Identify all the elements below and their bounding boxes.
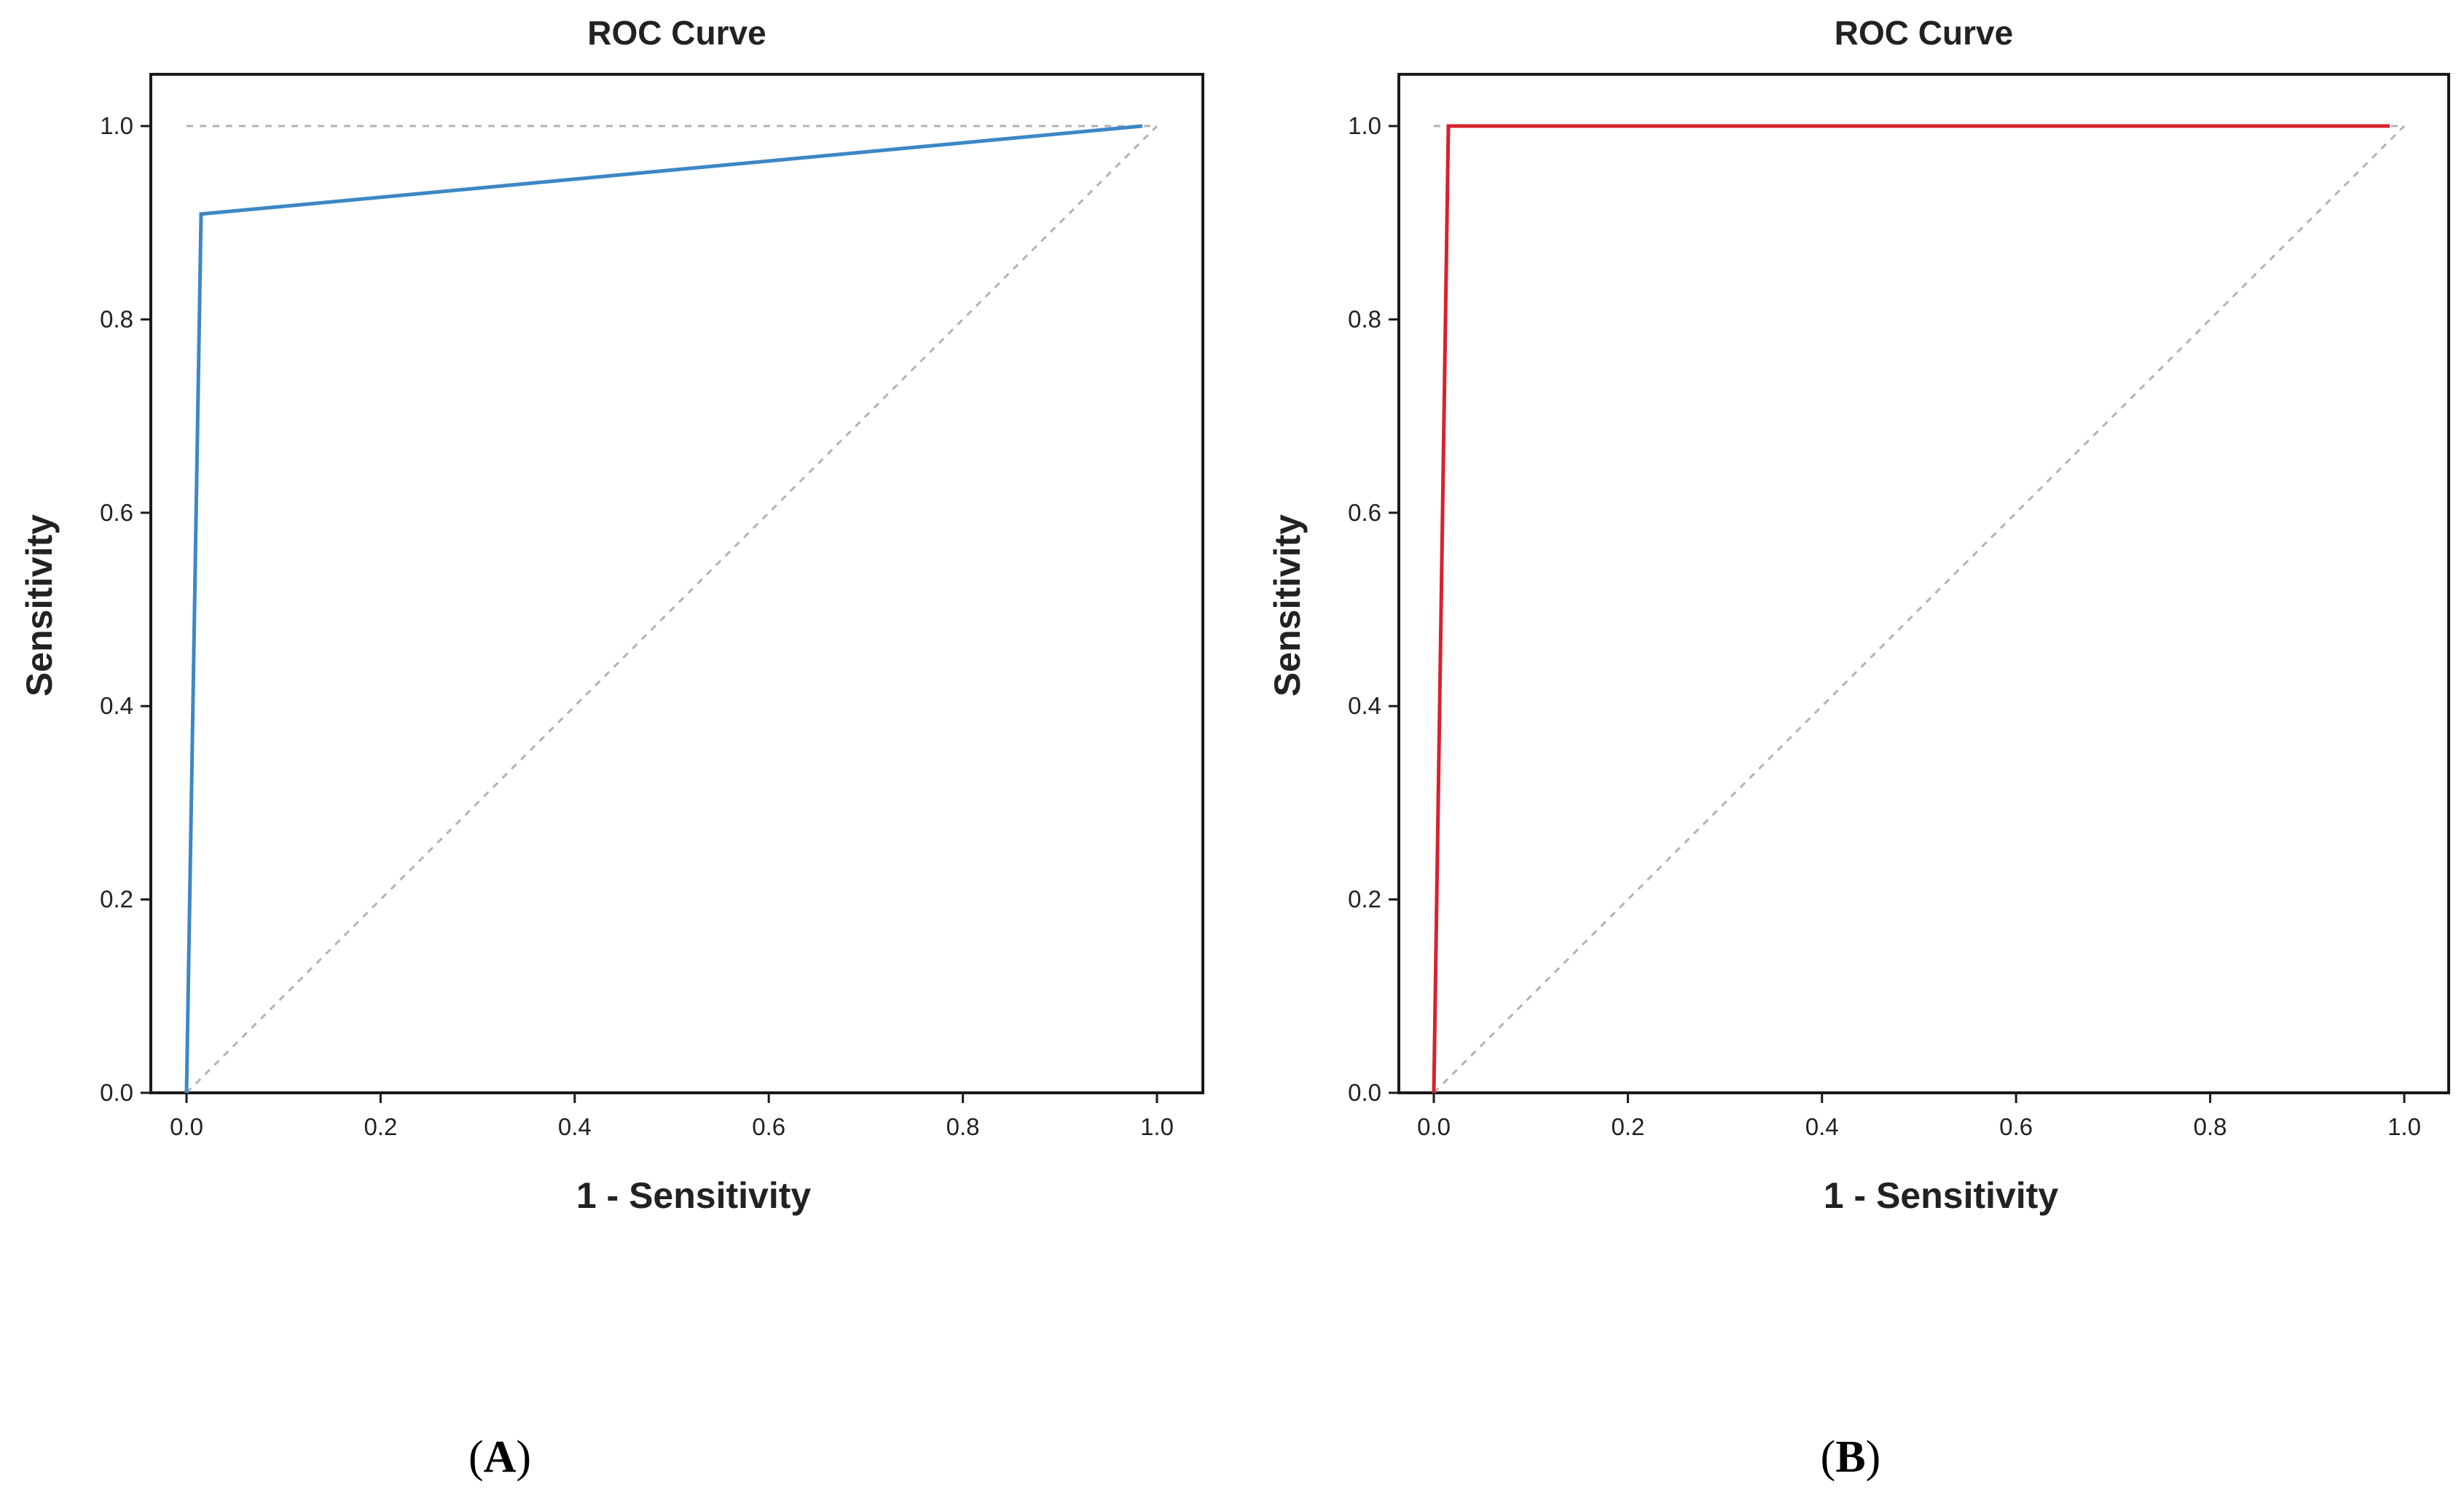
panel-label-letter: B xyxy=(1835,1432,1865,1482)
y-tick-label: 0.6 xyxy=(100,499,133,526)
panel-label: (A) xyxy=(468,1432,531,1482)
chart-title: ROC Curve xyxy=(1835,14,2013,52)
panel-label: (B) xyxy=(1821,1432,1881,1482)
plot-frame xyxy=(1397,73,2450,1094)
chart-title: ROC Curve xyxy=(587,14,766,52)
y-tick-label: 0.8 xyxy=(1348,305,1381,332)
y-tick-label: 0.4 xyxy=(1348,692,1381,719)
panel-label-close: ) xyxy=(516,1432,531,1482)
y-tick-label: 0.4 xyxy=(100,692,133,719)
x-tick-label: 0.0 xyxy=(1417,1113,1451,1140)
x-tick-label: 0.8 xyxy=(946,1113,980,1140)
x-tick-label: 0.2 xyxy=(1611,1113,1644,1140)
panel-label-open: ( xyxy=(468,1432,484,1482)
x-tick-label: 0.6 xyxy=(752,1113,785,1140)
y-tick-label: 0.6 xyxy=(1348,499,1381,526)
x-tick-label: 1.0 xyxy=(2388,1113,2421,1140)
roc-series-line xyxy=(1432,124,2390,1094)
reference-line-diagonal xyxy=(1432,125,2406,1094)
y-tick-label: 0.0 xyxy=(1348,1079,1381,1106)
x-tick-label: 0.2 xyxy=(364,1113,397,1140)
y-tick-label: 0.2 xyxy=(100,886,133,913)
x-tick-label: 0.4 xyxy=(1805,1113,1839,1140)
panel-label-letter: A xyxy=(484,1432,517,1482)
y-tick-label: 0.0 xyxy=(100,1079,133,1106)
x-tick-label: 0.8 xyxy=(2194,1113,2227,1140)
x-tick-label: 0.4 xyxy=(558,1113,592,1140)
y-axis-label: Sensitivity xyxy=(19,514,60,696)
panel-label-close: ) xyxy=(1866,1432,1881,1482)
y-tick-label: 0.8 xyxy=(100,305,133,332)
y-tick-label: 0.2 xyxy=(1348,886,1381,913)
y-axis-label: Sensitivity xyxy=(1267,514,1308,696)
x-tick-label: 0.6 xyxy=(1999,1113,2033,1140)
panel-label-open: ( xyxy=(1821,1432,1836,1482)
y-tick-label: 1.0 xyxy=(1348,112,1381,139)
x-axis-label: 1 - Sensitivity xyxy=(1824,1175,2059,1216)
reference-line-diagonal xyxy=(185,125,1158,1094)
roc-series-line xyxy=(184,124,1143,1094)
roc-chart-1: ROC Curve 0.0 0.2 0.4 0.6 0.8 1.0 0.0 0.2 0.4 0.6 0… xyxy=(1267,14,2450,1482)
y-tick-label: 1.0 xyxy=(100,112,133,139)
x-tick-label: 1.0 xyxy=(1140,1113,1174,1140)
roc-chart-0: ROC Curve 0.0 0.2 0.4 0.6 0.8 1.0 0.0 0.2 0.4 0.6 0… xyxy=(19,14,1204,1482)
x-tick-label: 0.0 xyxy=(170,1113,203,1140)
plot-frame xyxy=(149,73,1204,1094)
x-axis-label: 1 - Sensitivity xyxy=(576,1175,812,1216)
